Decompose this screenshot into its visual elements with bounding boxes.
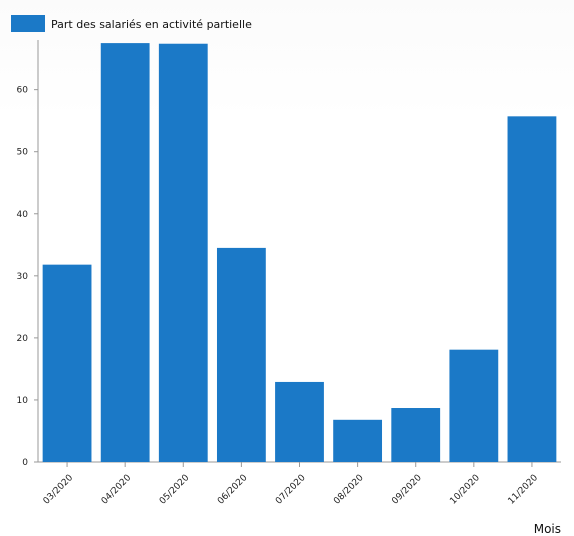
bar-03-2020 [42,264,92,462]
x-ticks: 03/2020 04/2020 05/2020 06/2020 07/2020 08/20… [42,462,541,507]
x-axis-title: Mois [534,522,561,536]
y-tick-label: 20 [17,334,29,344]
y-ticks: 0 10 20 30 40 50 60 [17,86,38,468]
x-tick-label: 06/2020 [216,473,250,507]
y-tick-label: 50 [17,148,29,158]
x-tick-label: 11/2020 [507,473,541,507]
bar-09-2020 [391,408,441,462]
x-tick-label: 03/2020 [42,473,76,507]
y-tick-label: 60 [17,86,29,96]
x-tick-label: 08/2020 [332,473,366,507]
bar-04-2020 [100,43,150,463]
y-tick-label: 30 [17,272,29,282]
legend-swatch [11,15,45,32]
legend: Part des salariés en activité partielle [11,15,252,32]
bar-05-2020 [158,43,208,462]
bars [42,43,557,463]
y-tick-label: 40 [17,210,29,220]
x-tick-label: 10/2020 [448,473,482,507]
x-tick-label: 07/2020 [274,473,308,507]
bar-08-2020 [333,419,383,462]
x-tick-label: 04/2020 [100,473,134,507]
y-tick-label: 0 [22,458,28,468]
bar-10-2020 [449,349,499,462]
bar-06-2020 [216,247,266,462]
y-tick-label: 10 [17,396,29,406]
legend-label: Part des salariés en activité partielle [51,18,252,31]
bar-07-2020 [275,381,324,462]
bar-11-2020 [507,116,557,463]
x-tick-label: 09/2020 [390,473,424,507]
x-tick-label: 05/2020 [158,473,192,507]
